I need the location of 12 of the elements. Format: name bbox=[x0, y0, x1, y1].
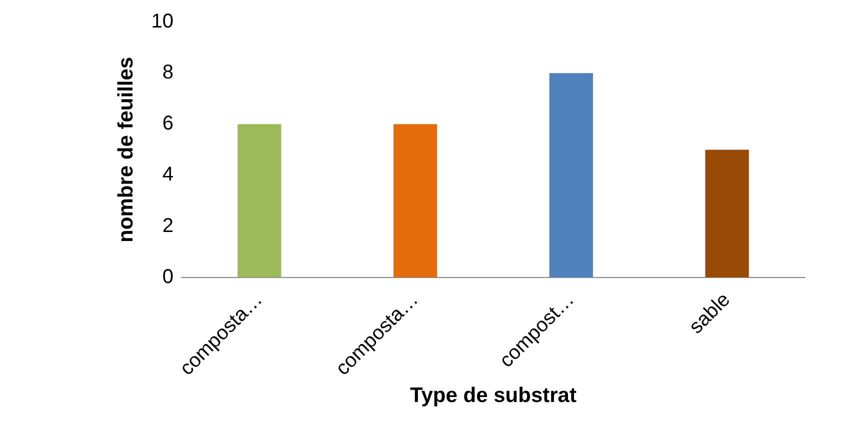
y-tick-label: 0 bbox=[162, 266, 174, 288]
bar bbox=[549, 73, 593, 278]
bar bbox=[238, 124, 282, 278]
bar bbox=[705, 150, 749, 278]
y-tick-label: 2 bbox=[162, 214, 174, 237]
y-tick-label: 4 bbox=[162, 164, 174, 186]
x-axis-title: Type de substrat bbox=[410, 384, 576, 408]
bar bbox=[393, 124, 438, 278]
y-tick-label: 8 bbox=[162, 62, 174, 84]
y-tick-label: 10 bbox=[151, 10, 174, 33]
y-tick-label: 6 bbox=[162, 112, 174, 135]
y-axis-title: nombre de feuilles bbox=[114, 56, 138, 242]
